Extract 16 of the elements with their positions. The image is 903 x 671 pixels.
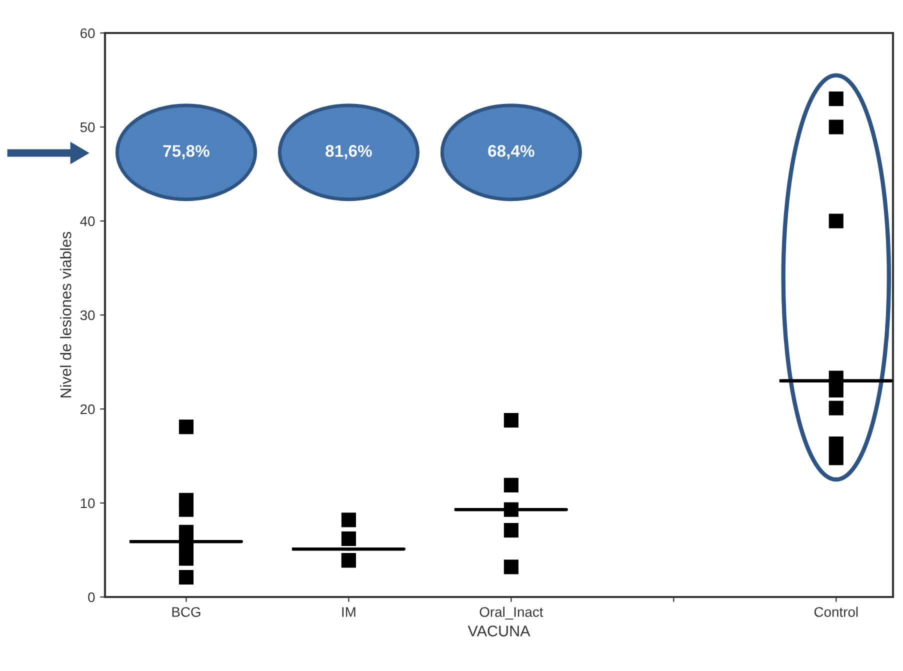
x-tick-label: IM [342,607,356,617]
y-tick-label: 60 [80,28,95,38]
x-tick-label: BCG [172,607,200,617]
x-tick-label: Control [814,606,858,617]
annotation: 68,4% [488,145,534,160]
y-tick-label: 30 [80,310,95,320]
y-tick-label: 0 [88,592,95,602]
annotation: 81,6% [326,145,372,160]
y-tick-label: 10 [80,498,95,508]
y-axis-title: Nivel de lesiones viables [60,232,72,398]
y-tick-label: 20 [80,404,95,414]
y-tick-label: 50 [80,122,95,132]
x-tick-label: Oral_Inact [480,606,544,620]
annotation: 75,8% [163,145,210,160]
y-tick-label: 40 [80,216,95,226]
x-axis-title: VACUNA [468,626,530,636]
